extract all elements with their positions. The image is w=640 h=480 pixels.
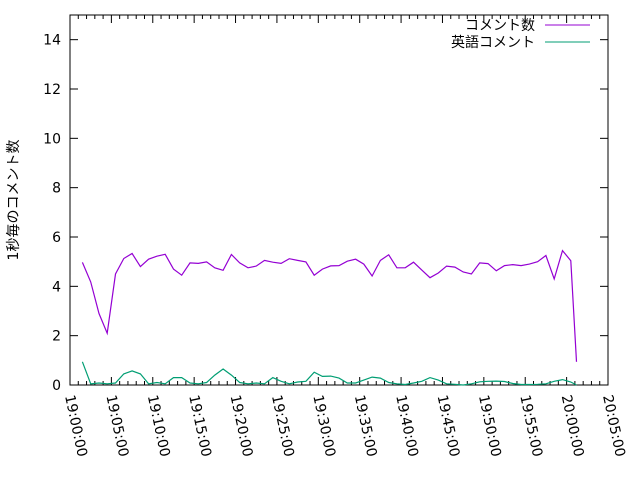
x-tick-label: 19:40:00 [392,394,421,459]
axes: 0 2 4 6 8 10 12 14 19:00:00 19:05:00 19:10:00 19:15… [43,14,628,459]
x-tick-label: 19:55:00 [516,394,545,459]
y-tick-label: 14 [43,33,61,49]
y-tick-label: 4 [52,279,61,295]
x-tick-label: 20:05:00 [599,394,628,459]
x-tick-label: 19:00:00 [61,394,90,459]
series-line-1 [81,361,577,386]
x-tick-label: 19:25:00 [268,394,297,459]
y-tick-label: 8 [52,181,61,197]
y-tick-label: 10 [43,131,61,147]
legend-label-english-comments: 英語コメント [451,34,535,51]
x-tick-label: 19:20:00 [227,394,256,459]
series-layer [81,249,578,386]
x-tick-label: 20:00:00 [558,394,587,459]
x-tick-label: 19:35:00 [351,394,380,459]
y-tick-label: 0 [52,378,61,394]
x-tick-label: 19:45:00 [434,394,463,459]
y-tick-label: 12 [43,82,61,98]
legend: コメント数 英語コメント [451,18,590,51]
x-tick-label: 19:10:00 [144,394,173,459]
x-tick-label: 19:05:00 [102,394,131,459]
y-tick-label: 6 [52,230,61,246]
x-tick-label: 19:15:00 [185,394,214,459]
x-tick-label: 19:50:00 [475,394,504,459]
y-tick-label: 2 [52,329,61,345]
series-line-0 [81,249,578,362]
plot-border [69,14,609,386]
legend-label-comments: コメント数 [465,18,535,34]
y-axis-label: 1秒毎のコメント数 [6,140,22,261]
x-tick-label: 19:30:00 [309,394,338,459]
